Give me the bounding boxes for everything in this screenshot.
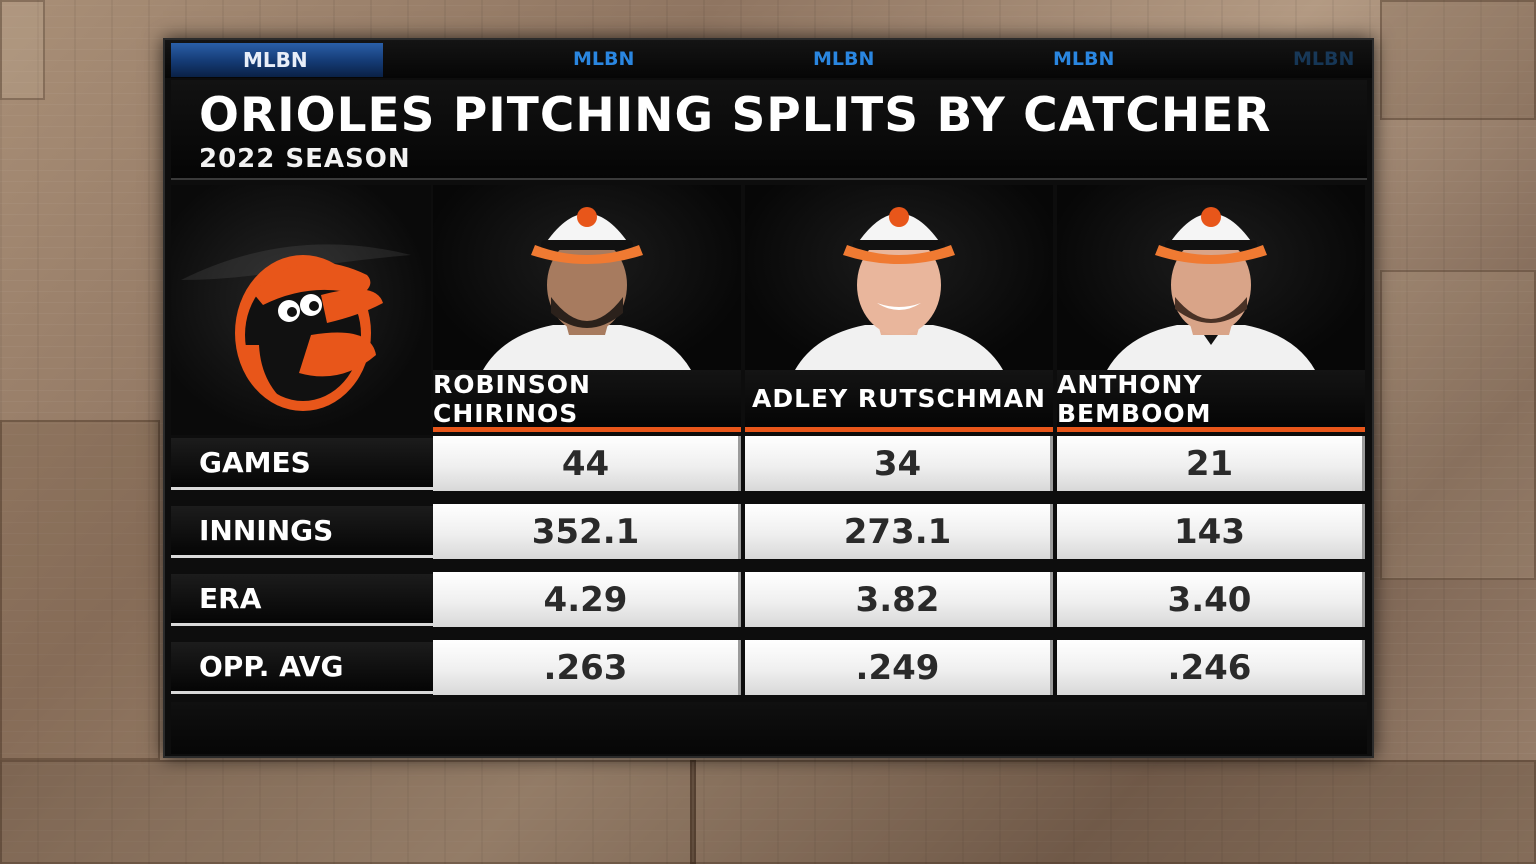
row-label-games: GAMES bbox=[171, 438, 433, 490]
stat-value: .246 bbox=[1057, 640, 1365, 695]
row-label-era: ERA bbox=[171, 574, 433, 626]
player-photo bbox=[1057, 185, 1365, 370]
network-brand: MLBN bbox=[1053, 48, 1115, 70]
network-brand: MLBN bbox=[573, 48, 635, 70]
catcher-name-header: ADLEY RUTSCHMAN bbox=[745, 370, 1053, 432]
stat-value: 34 bbox=[745, 436, 1053, 491]
network-brand-active: MLBN bbox=[171, 43, 383, 77]
stat-value: .263 bbox=[433, 640, 741, 695]
title-area: ORIOLES PITCHING SPLITS BY CATCHER 2022 … bbox=[171, 80, 1367, 180]
catcher-name-header: ROBINSON CHIRINOS bbox=[433, 370, 741, 432]
stat-value: .249 bbox=[745, 640, 1053, 695]
stats-graphic-panel: MLBN MLBN MLBN MLBN MLBN ORIOLES PITCHIN… bbox=[163, 38, 1374, 758]
catcher-name-header: ANTHONY BEMBOOM bbox=[1057, 370, 1365, 432]
panel-footer-strip bbox=[171, 702, 1367, 754]
wood-block bbox=[0, 420, 160, 760]
stat-value: 3.82 bbox=[745, 572, 1053, 627]
player-headshot-icon bbox=[483, 207, 691, 370]
player-headshot-icon bbox=[1107, 207, 1315, 370]
wood-block bbox=[0, 0, 45, 100]
stat-value: 352.1 bbox=[433, 504, 741, 559]
network-brand: MLBN bbox=[1293, 48, 1355, 70]
row-label-opp-avg: OPP. AVG bbox=[171, 642, 433, 694]
page-title: ORIOLES PITCHING SPLITS BY CATCHER bbox=[199, 88, 1272, 143]
stat-value: 44 bbox=[433, 436, 741, 491]
network-brand: MLBN bbox=[813, 48, 875, 70]
wood-seam bbox=[690, 760, 696, 864]
wood-block bbox=[0, 760, 1536, 864]
wood-block bbox=[1380, 0, 1536, 120]
orioles-bird-logo-icon bbox=[181, 244, 411, 411]
page-subtitle: 2022 SEASON bbox=[199, 144, 411, 174]
stat-value: 3.40 bbox=[1057, 572, 1365, 627]
stat-value: 21 bbox=[1057, 436, 1365, 491]
network-ticker-bar: MLBN MLBN MLBN MLBN MLBN bbox=[165, 40, 1372, 78]
player-photo bbox=[433, 185, 741, 370]
team-logo-box bbox=[171, 185, 431, 435]
row-label-innings: INNINGS bbox=[171, 506, 433, 558]
stat-value: 143 bbox=[1057, 504, 1365, 559]
wood-block bbox=[1380, 270, 1536, 580]
stat-value: 273.1 bbox=[745, 504, 1053, 559]
player-photo bbox=[745, 185, 1053, 370]
stat-value: 4.29 bbox=[433, 572, 741, 627]
player-headshot-icon bbox=[795, 207, 1003, 370]
